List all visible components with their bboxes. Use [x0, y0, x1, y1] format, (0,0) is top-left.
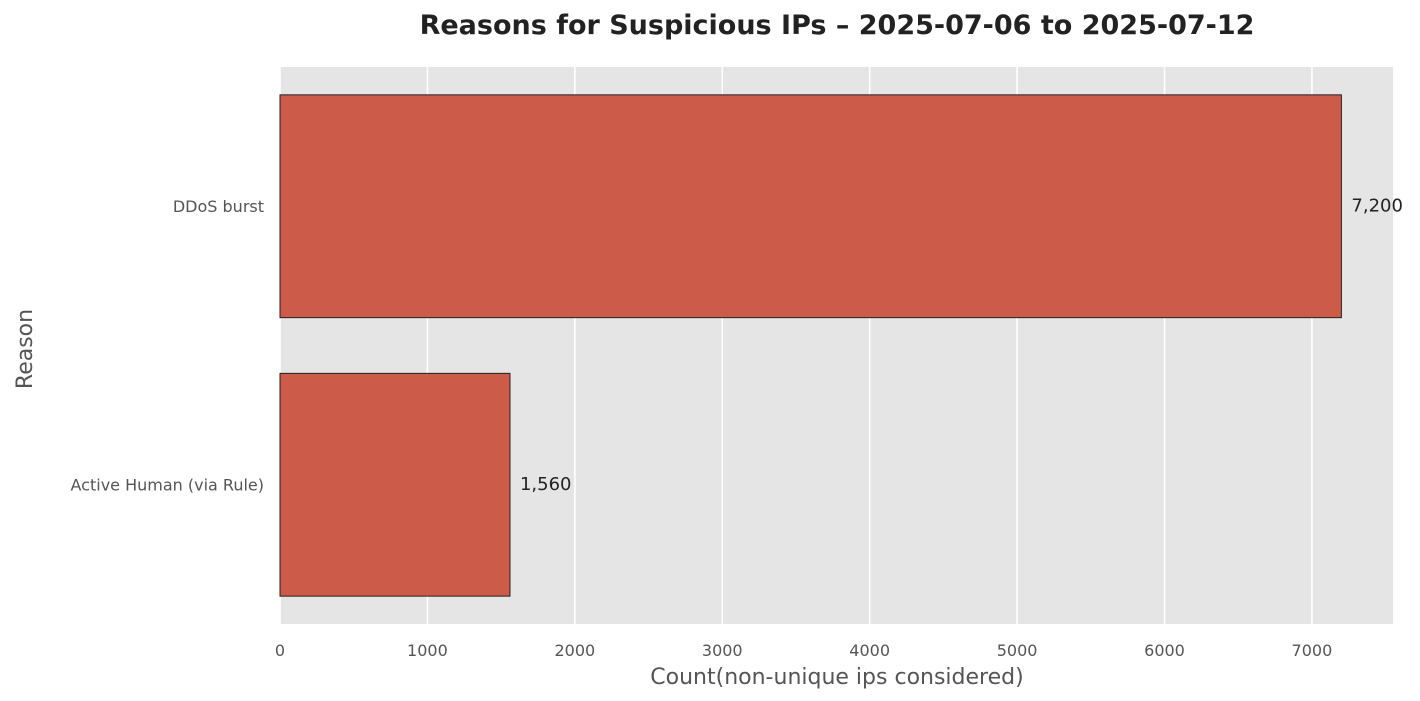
x-tick-label: 0	[275, 641, 285, 660]
x-axis-label: Count(non-unique ips considered)	[650, 665, 1023, 690]
y-tick-label: Active Human (via Rule)	[71, 475, 264, 494]
value-label: 1,560	[520, 474, 572, 495]
y-tick-label: DDoS burst	[173, 197, 264, 216]
x-tick-labels: 0 1000 2000 3000 4000 5000 6000 7000	[275, 641, 1332, 660]
x-tick-label: 7000	[1292, 641, 1333, 660]
x-tick-label: 5000	[997, 641, 1038, 660]
x-tick-label: 3000	[702, 641, 743, 660]
chart-title: Reasons for Suspicious IPs – 2025-07-06 …	[420, 10, 1255, 41]
bars	[279, 94, 1342, 597]
value-labels: 7,200 1,560	[520, 195, 1403, 495]
x-tick-label: 6000	[1144, 641, 1185, 660]
value-label: 7,200	[1351, 195, 1403, 216]
y-tick-labels: DDoS burst Active Human (via Rule)	[71, 197, 264, 495]
x-tick-label: 2000	[554, 641, 595, 660]
x-tick-label: 1000	[407, 641, 448, 660]
bar	[279, 372, 511, 597]
bar	[279, 94, 1342, 319]
y-axis-label: Reason	[13, 309, 38, 389]
x-tick-label: 4000	[849, 641, 890, 660]
